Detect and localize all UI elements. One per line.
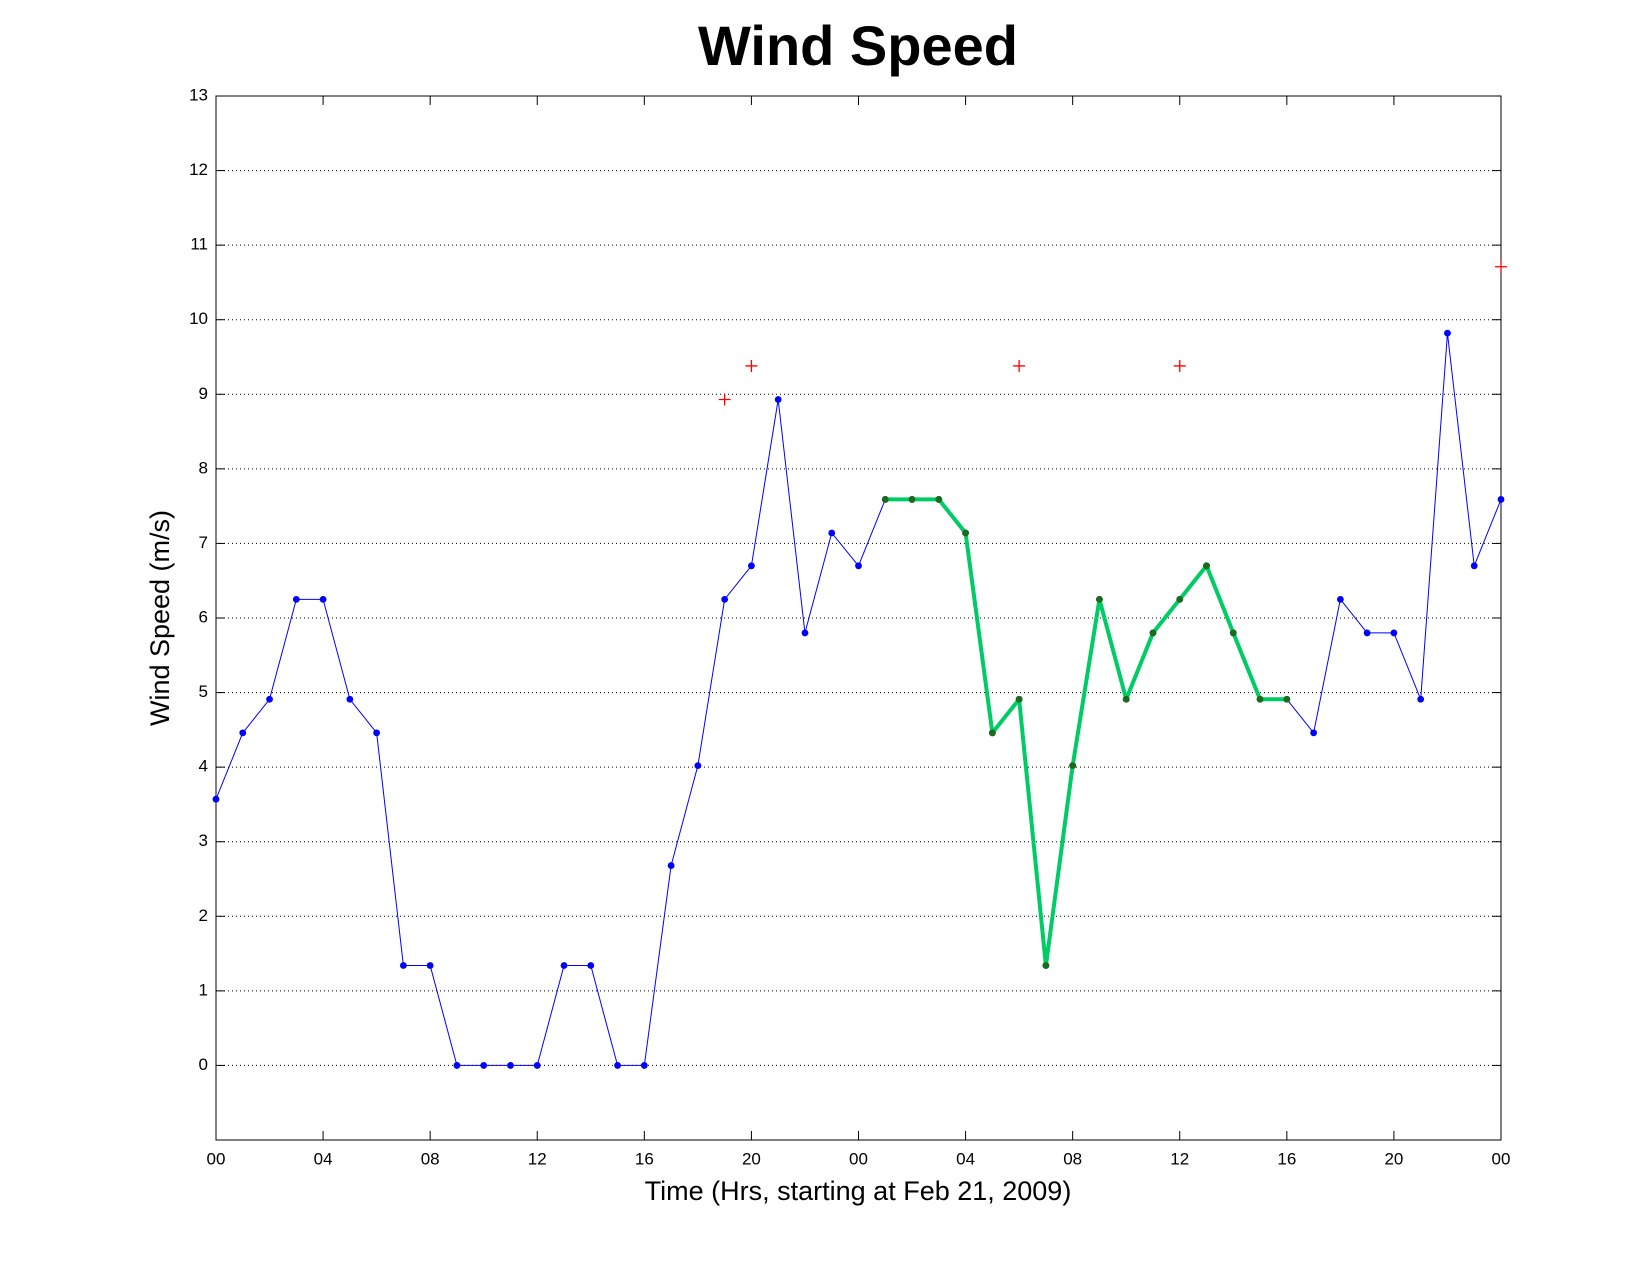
- point-marker: [1069, 762, 1077, 770]
- point-marker: [908, 496, 916, 503]
- point-marker: [239, 729, 247, 737]
- plus-marker: [1495, 260, 1507, 273]
- point-marker: [587, 962, 595, 969]
- point-marker: [935, 496, 943, 503]
- y-tick-label: 12: [189, 160, 208, 179]
- point-marker: [480, 1062, 488, 1069]
- point-marker: [1015, 695, 1023, 703]
- y-tick-label: 9: [199, 384, 208, 403]
- point-marker: [1417, 695, 1425, 703]
- y-tick-label: 8: [199, 458, 208, 477]
- point-marker: [1042, 962, 1050, 969]
- point-marker: [640, 1062, 648, 1069]
- point-marker: [667, 862, 675, 869]
- point-marker: [614, 1062, 621, 1069]
- point-marker: [560, 962, 568, 969]
- point-marker: [694, 762, 702, 770]
- y-tick-label: 5: [199, 682, 208, 701]
- x-axis-label: Time (Hrs, starting at Feb 21, 2009): [645, 1176, 1072, 1206]
- plus-marker: [1013, 359, 1026, 372]
- point-marker: [1203, 562, 1210, 570]
- plus-marker: [1173, 359, 1186, 372]
- x-tick-label: 00: [849, 1149, 868, 1168]
- point-marker: [373, 729, 381, 737]
- x-tick-label: 00: [207, 1149, 226, 1168]
- point-marker: [399, 962, 407, 969]
- point-marker: [426, 962, 434, 969]
- y-tick-label: 4: [199, 757, 208, 776]
- point-marker: [533, 1062, 541, 1069]
- x-tick-label: 04: [314, 1149, 333, 1168]
- y-tick-label: 13: [189, 85, 208, 104]
- x-tick-label: 16: [1277, 1149, 1296, 1168]
- point-marker: [319, 595, 327, 603]
- x-tick-label: 00: [1492, 1149, 1511, 1168]
- point-marker: [1470, 562, 1478, 570]
- point-marker: [1229, 629, 1237, 637]
- point-marker: [1122, 695, 1130, 703]
- point-marker: [1336, 595, 1344, 603]
- x-tick-label: 08: [1063, 1149, 1082, 1168]
- point-marker: [801, 629, 809, 637]
- point-marker: [1444, 329, 1451, 337]
- point-marker: [1390, 629, 1398, 637]
- point-marker: [1096, 595, 1103, 603]
- x-tick-label: 08: [421, 1149, 440, 1168]
- point-marker: [292, 595, 300, 603]
- point-marker: [1256, 695, 1264, 703]
- y-tick-label: 2: [199, 906, 208, 925]
- x-tick-label: 20: [1384, 1149, 1403, 1168]
- y-tick-label: 6: [199, 607, 208, 626]
- y-tick-label: 1: [199, 980, 208, 999]
- point-marker: [212, 795, 220, 803]
- point-marker: [988, 729, 996, 737]
- x-tick-label: 20: [742, 1149, 761, 1168]
- plus-marker: [745, 359, 758, 372]
- point-marker: [1363, 629, 1371, 637]
- plus-marker: [718, 393, 731, 406]
- point-marker: [1283, 695, 1291, 703]
- y-tick-label: 7: [199, 533, 208, 552]
- plot-frame: [215, 95, 1502, 1141]
- point-marker: [266, 695, 273, 703]
- x-tick-label: 12: [1170, 1149, 1189, 1168]
- y-tick-label: 3: [199, 831, 208, 850]
- point-marker: [507, 1062, 514, 1069]
- point-marker: [881, 496, 889, 503]
- point-marker: [748, 562, 755, 570]
- point-marker: [774, 396, 782, 403]
- point-marker: [453, 1062, 461, 1069]
- y-axis-label: Wind Speed (m/s): [145, 510, 175, 726]
- point-marker: [346, 695, 354, 703]
- series-line: [885, 497, 1287, 968]
- point-marker: [1497, 496, 1505, 503]
- x-tick-label: 04: [956, 1149, 975, 1168]
- chart-title: Wind Speed: [698, 14, 1018, 77]
- y-tick-label: 0: [199, 1055, 208, 1074]
- point-marker: [1149, 629, 1157, 637]
- point-marker: [1310, 729, 1318, 737]
- y-tick-label: 11: [190, 235, 208, 254]
- point-marker: [828, 529, 836, 537]
- y-tick-label: 10: [189, 309, 208, 328]
- point-marker: [1176, 595, 1184, 603]
- x-tick-label: 16: [635, 1149, 654, 1168]
- point-marker: [962, 529, 969, 537]
- point-marker: [721, 595, 729, 603]
- point-marker: [855, 562, 862, 570]
- x-tick-label: 12: [528, 1149, 547, 1168]
